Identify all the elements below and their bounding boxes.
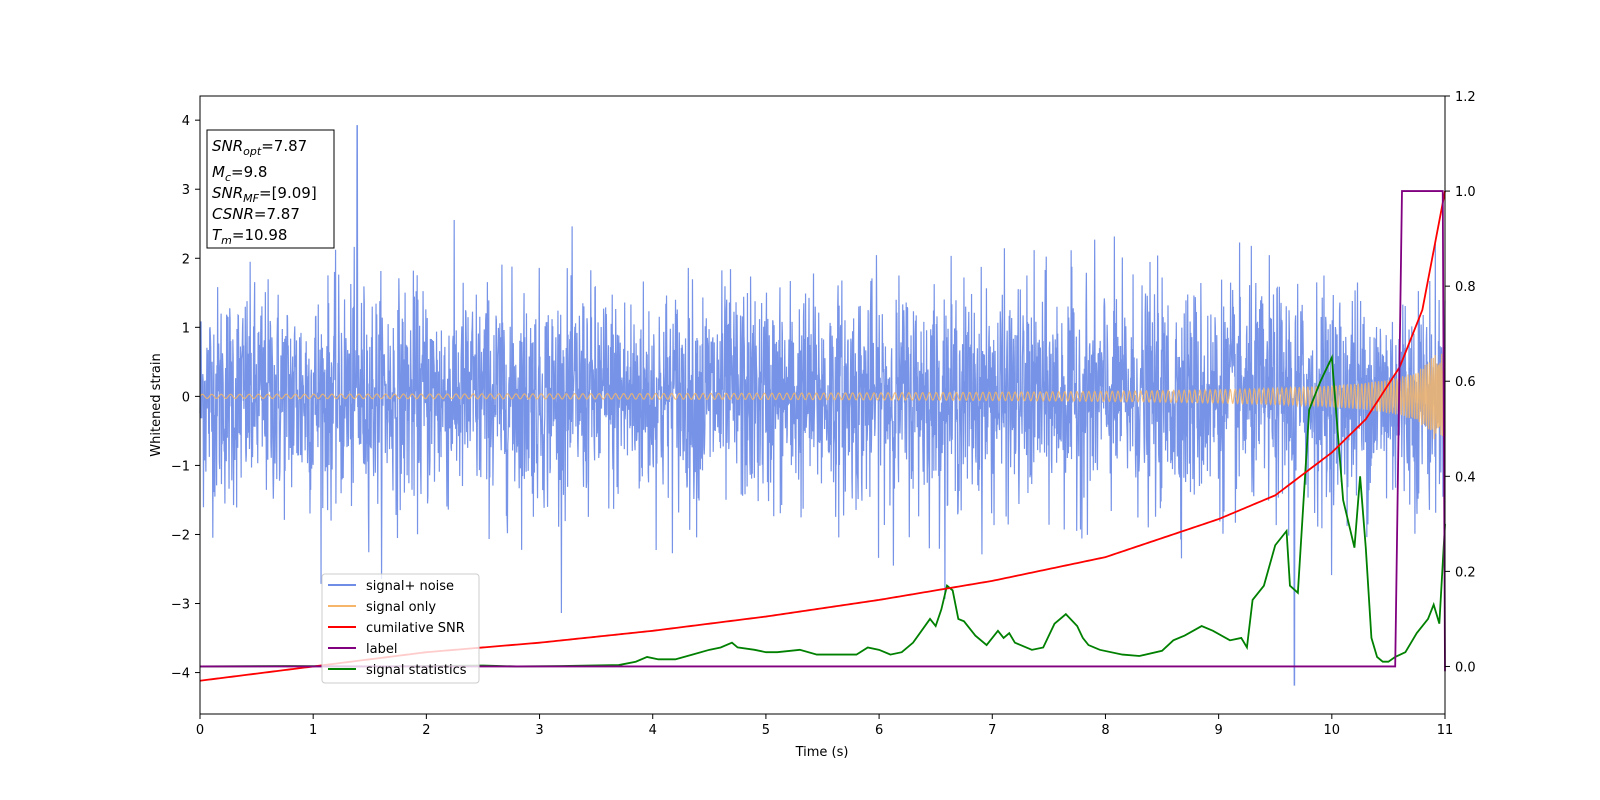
info-csnr: CSNR=7.87 bbox=[212, 205, 300, 223]
signal-statistics-line bbox=[199, 354, 1446, 668]
legend-label: label bbox=[366, 642, 397, 657]
y-tick-label: 0 bbox=[182, 390, 190, 405]
info-snr-mf: SNRMF=[9.09] bbox=[212, 184, 317, 205]
x-tick-label: 9 bbox=[1214, 723, 1222, 738]
y-right-tick-label: 0.0 bbox=[1455, 660, 1476, 675]
plot-area-frame bbox=[199, 95, 1446, 715]
legend-label: signal+ noise bbox=[366, 579, 454, 594]
y-right-tick-label: 0.6 bbox=[1455, 375, 1476, 390]
x-tick-label: 0 bbox=[196, 723, 204, 738]
y-tick-label: −1 bbox=[171, 459, 190, 474]
legend-label: signal only bbox=[366, 600, 436, 615]
signal-noise-line bbox=[199, 125, 1446, 686]
y-tick-label: −3 bbox=[171, 598, 190, 613]
y-right-tick-label: 0.2 bbox=[1455, 565, 1476, 580]
x-tick-label: 4 bbox=[649, 723, 657, 738]
x-tick-label: 6 bbox=[875, 723, 883, 738]
x-tick-label: 7 bbox=[988, 723, 996, 738]
legend-label: cumilative SNR bbox=[366, 621, 465, 636]
y-tick-label: 1 bbox=[182, 321, 190, 336]
y-right-tick-label: 0.4 bbox=[1455, 470, 1476, 485]
y-right-tick-label: 1.2 bbox=[1455, 90, 1476, 105]
y-axis-label: Whitened strain bbox=[149, 353, 164, 456]
y-tick-label: 4 bbox=[182, 114, 190, 129]
legend-label: signal statistics bbox=[366, 663, 467, 678]
legend: signal+ noise signal only cumilative SNR la… bbox=[321, 573, 480, 684]
series-signal-only bbox=[199, 353, 1446, 440]
x-tick-label: 1 bbox=[309, 723, 317, 738]
y-tick-label: −4 bbox=[171, 667, 190, 682]
y-axis-ticks: −4 −3 −2 −1 0 1 2 3 4 bbox=[171, 114, 200, 682]
y-right-tick-label: 0.8 bbox=[1455, 280, 1476, 295]
info-mc: Mc=9.8 bbox=[212, 163, 267, 184]
y-tick-label: −2 bbox=[171, 528, 190, 543]
info-tm: Tm=10.98 bbox=[212, 226, 287, 247]
y-right-tick-label: 1.0 bbox=[1455, 185, 1476, 200]
x-tick-label: 11 bbox=[1437, 723, 1454, 738]
x-tick-label: 8 bbox=[1101, 723, 1109, 738]
info-snr-opt: SNRopt=7.87 bbox=[212, 137, 307, 158]
y-right-axis-ticks: 0.0 0.2 0.4 0.6 0.8 1.0 1.2 bbox=[1445, 90, 1476, 675]
x-tick-label: 10 bbox=[1324, 723, 1341, 738]
y-tick-label: 3 bbox=[182, 183, 190, 198]
series-signal-noise bbox=[199, 125, 1446, 686]
x-tick-label: 2 bbox=[422, 723, 430, 738]
info-box: SNRopt=7.87 Mc=9.8 SNRMF=[9.09] CSNR=7.8… bbox=[206, 129, 335, 249]
label-line bbox=[200, 190, 1446, 672]
y-tick-label: 2 bbox=[182, 252, 190, 267]
x-tick-label: 3 bbox=[535, 723, 543, 738]
x-tick-label: 5 bbox=[762, 723, 770, 738]
x-axis-label: Time (s) bbox=[795, 745, 849, 760]
x-axis-ticks: 0 1 2 3 4 5 6 7 8 9 10 11 bbox=[196, 714, 1453, 738]
signal-only-line bbox=[199, 353, 1446, 440]
